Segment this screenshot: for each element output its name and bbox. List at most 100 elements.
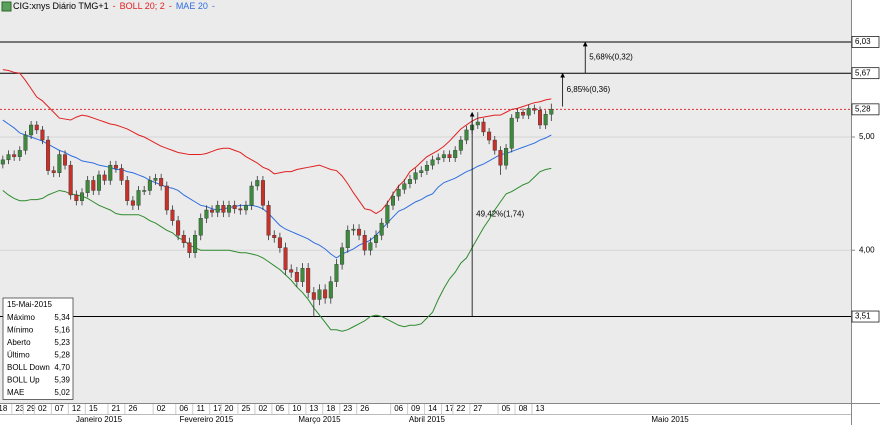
y-tick-label: 5,00 — [859, 132, 875, 141]
candle-body — [255, 180, 260, 187]
candle-body — [46, 139, 51, 171]
price-label-box — [851, 67, 880, 80]
x-tick-label: 23 — [15, 404, 24, 413]
candle-body — [34, 124, 39, 131]
candle-body — [277, 237, 282, 248]
candle-body — [113, 164, 118, 169]
month-label: Maio 2015 — [651, 415, 689, 424]
candle-body — [543, 113, 548, 126]
x-tick-label: 20 — [225, 404, 234, 413]
candle-body — [181, 235, 186, 243]
candle-body — [453, 150, 458, 158]
title-text: CIG:xnys Diário TMG+1 — [13, 1, 109, 11]
x-tick-label: 18 — [0, 404, 8, 413]
measure-label: 49,42%(1,74) — [476, 209, 524, 218]
candle-body — [407, 179, 412, 184]
candle-body — [357, 228, 362, 236]
title-separator: - — [212, 1, 215, 11]
candle-body — [74, 194, 79, 201]
month-label: Abril 2015 — [409, 415, 446, 424]
candle-body — [6, 154, 11, 161]
candle-body — [96, 174, 101, 191]
candle-body — [125, 180, 130, 201]
x-tick-label: 26 — [128, 404, 137, 413]
candle-body — [243, 205, 248, 211]
indicator-label: MAE 20 — [176, 1, 208, 11]
candle-body — [424, 164, 429, 171]
x-tick-label: 25 — [242, 404, 251, 413]
x-tick-label: 13 — [309, 404, 318, 413]
info-box — [2, 297, 74, 400]
x-tick-label: 10 — [292, 404, 301, 413]
candle-body — [362, 235, 367, 251]
chart-title: CIG:xnys Diário TMG+1- BOLL 20; 2- MAE 20- — [13, 1, 215, 11]
plot-background — [0, 0, 851, 403]
x-tick-label: 26 — [360, 404, 369, 413]
candle-body — [260, 180, 265, 206]
info-value: 4,70 — [54, 363, 70, 372]
x-tick-label: 08 — [519, 404, 528, 413]
x-tick-label: 11 — [197, 404, 206, 413]
x-tick-label: 05 — [275, 404, 284, 413]
candle-body — [447, 154, 452, 158]
price-label: 5,67 — [855, 68, 871, 77]
x-tick-label: 27 — [473, 404, 482, 413]
x-tick-label: 17 — [445, 404, 454, 413]
candle-body — [334, 264, 339, 282]
x-tick-label: 18 — [326, 404, 335, 413]
x-tick-label: 15 — [89, 404, 98, 413]
candle-body — [12, 154, 17, 157]
candle-body — [396, 189, 401, 197]
candle-body — [164, 185, 169, 211]
info-value: 5,23 — [54, 338, 70, 347]
x-tick-label: 09 — [411, 404, 420, 413]
candle-body — [232, 205, 237, 210]
candle-body — [79, 192, 84, 201]
candle-body — [504, 148, 509, 166]
candle-body — [91, 180, 96, 191]
candle-body — [345, 230, 350, 248]
info-value: 5,34 — [54, 313, 70, 322]
info-label: Máximo — [7, 313, 36, 322]
price-label-box — [851, 103, 880, 116]
candle-body — [176, 220, 181, 236]
candle-body — [23, 134, 28, 151]
candle-body — [374, 235, 379, 243]
x-tick-label: 06 — [394, 404, 403, 413]
candle-body — [198, 218, 203, 236]
candle-body — [306, 268, 311, 293]
price-label-box — [851, 36, 880, 48]
month-label: Fevereiro 2015 — [179, 415, 233, 424]
candle-body — [521, 112, 526, 116]
candle-body — [102, 174, 107, 181]
price-label-box — [851, 310, 880, 323]
candle-body — [283, 247, 288, 270]
candle-body — [379, 222, 384, 236]
candle-body — [328, 281, 333, 299]
title-separator: - — [169, 1, 172, 11]
price-axis — [851, 0, 880, 425]
candle-body — [323, 289, 328, 299]
candle-body — [17, 150, 22, 157]
x-tick-label: 02 — [38, 404, 47, 413]
indicator-line — [2, 167, 552, 332]
candle-body — [221, 205, 226, 213]
price-label: 5,28 — [855, 104, 871, 113]
candle-body — [57, 154, 62, 173]
candle-body — [289, 269, 294, 273]
x-tick-label: 02 — [157, 404, 166, 413]
candle-body — [481, 121, 486, 133]
candle-body — [159, 178, 164, 187]
candle-body — [475, 121, 480, 126]
candle-body — [85, 180, 90, 193]
info-date: 15-Mai-2015 — [7, 300, 52, 309]
candle-body — [249, 185, 254, 206]
candle-body — [436, 157, 441, 161]
candle-body — [498, 150, 503, 166]
candle-body — [340, 247, 345, 265]
month-label: Março 2015 — [298, 415, 341, 424]
candle-body — [142, 190, 147, 192]
candle-body — [509, 117, 514, 149]
candle-body — [108, 164, 113, 181]
